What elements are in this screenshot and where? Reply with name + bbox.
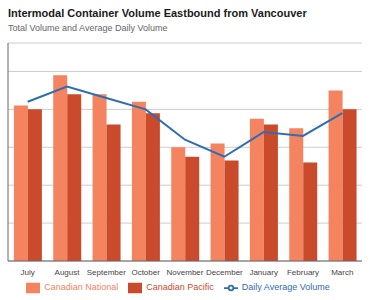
svg-text:December: December [206, 268, 243, 277]
html-text:Total Volume and Average Daily: Total Volume and Average Daily Volume [8, 23, 168, 33]
svg-text:September: September [87, 268, 126, 277]
svg-text:January: January [249, 268, 277, 277]
svg-text:February: February [287, 268, 319, 277]
svg-text:March: March [331, 268, 353, 277]
svg-text:October: October [131, 268, 160, 277]
svg-text:August: August [55, 268, 81, 277]
html-text:Canadian Pacific: Canadian Pacific [146, 282, 214, 293]
html-text:Canadian National: Canadian National [44, 282, 119, 293]
html-text:Intermodal Container Volume Ea: Intermodal Container Volume Eastbound fr… [8, 7, 307, 19]
svg-text:November: November [167, 268, 204, 277]
svg-text:July: July [21, 268, 35, 277]
html-text:Daily Average Volume: Daily Average Volume [241, 282, 330, 293]
